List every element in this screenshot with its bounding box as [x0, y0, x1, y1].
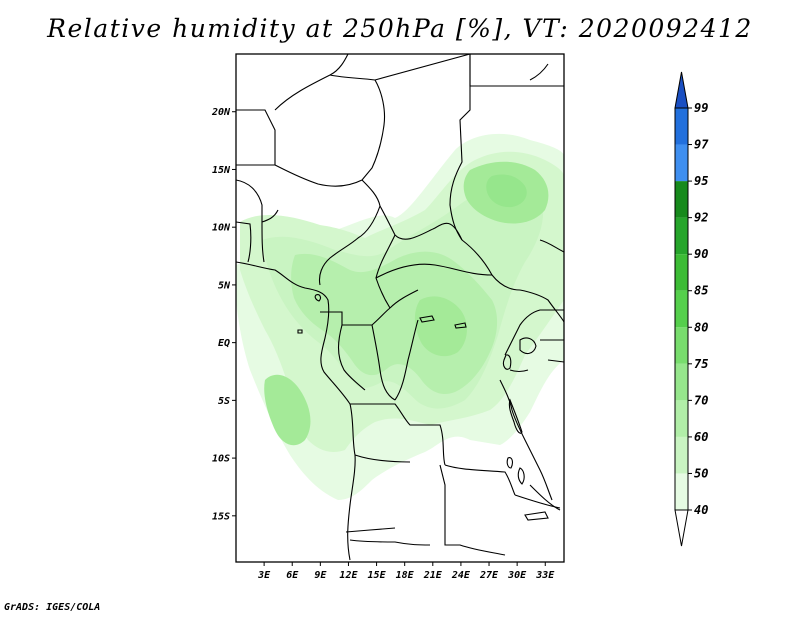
lon-tick-label: 15E — [368, 570, 387, 581]
lat-tick-label: 15N — [212, 165, 231, 176]
colorbar: 40 50 60 70 75 80 85 90 92 95 97 99 — [674, 71, 709, 547]
lat-tick-label: 20N — [211, 107, 231, 118]
border-line — [469, 54, 564, 87]
humidity-area-80 — [486, 174, 527, 208]
lake — [502, 354, 512, 370]
lon-tick-label: 12E — [339, 570, 358, 581]
lon-tick-label: 6E — [286, 570, 299, 581]
colorbar-box — [675, 108, 688, 145]
colorbar-label: 70 — [694, 393, 708, 407]
border-line — [337, 324, 366, 391]
humidity-area-70 — [291, 251, 498, 395]
border-line — [371, 324, 396, 401]
map-title: Relative humidity at 250hPa [%], VT: 202… — [47, 14, 753, 43]
colorbar-label: 50 — [694, 466, 708, 480]
colorbar-box — [675, 144, 688, 182]
lat-tick-label: EQ — [218, 338, 230, 349]
border-line — [374, 54, 471, 81]
border-line — [318, 179, 381, 286]
border-line — [274, 164, 363, 187]
humidity-shading — [236, 133, 564, 500]
coastline — [529, 63, 549, 81]
lake — [419, 315, 435, 323]
lon-tick-label: 18E — [396, 570, 415, 581]
border-line — [394, 319, 419, 401]
colorbar-box — [675, 327, 688, 364]
lake — [519, 337, 537, 355]
colorbar-label: 90 — [694, 247, 708, 261]
colorbar-label: 99 — [694, 101, 708, 115]
map-frame — [235, 53, 565, 563]
lon-tick-label: 24E — [451, 570, 471, 581]
colorbar-box — [675, 181, 688, 218]
coastline — [236, 261, 356, 561]
border-line — [444, 464, 516, 496]
border-line — [547, 359, 564, 363]
lat-tick-label: 10N — [212, 223, 231, 234]
colorbar-box — [675, 436, 688, 474]
colorbar-label: 85 — [694, 284, 708, 298]
colorbar-label: 80 — [694, 320, 708, 334]
border-line — [389, 289, 419, 309]
lon-tick-label: 33E — [535, 570, 555, 581]
border-line — [349, 403, 446, 466]
colorbar-box — [675, 363, 688, 401]
colorbar-label: 97 — [694, 138, 709, 152]
coastline — [539, 239, 564, 253]
border-line — [379, 205, 463, 241]
lon-tick-label: 30E — [507, 570, 527, 581]
colorbar-box — [675, 473, 688, 510]
colorbar-box — [675, 254, 688, 291]
colorbar-label: 60 — [694, 430, 708, 444]
lat-tick-label: 5N — [218, 280, 231, 291]
lake — [508, 398, 523, 434]
border-line — [236, 221, 252, 263]
colorbar-box — [675, 290, 688, 328]
colorbar-label: 92 — [694, 211, 708, 225]
border-line — [329, 74, 386, 181]
lon-tick-label: 21E — [423, 570, 443, 581]
border-line — [439, 464, 506, 556]
lat-tick-label: 5S — [218, 396, 230, 407]
border-line — [529, 484, 561, 511]
borders — [236, 54, 564, 561]
border-line — [236, 179, 265, 263]
colorbar-label: 95 — [694, 174, 708, 188]
credit-label: GrADS: IGES/COLA — [4, 602, 101, 613]
axes: 20N 15N 10N 5N EQ 5S 10S 15S 3E 6E 9E 12E 15E 18E 21E 2… — [211, 107, 555, 581]
lon-tick-label: 27E — [479, 570, 499, 581]
colorbar-box — [675, 400, 688, 437]
humidity-area-75 — [414, 296, 467, 357]
humidity-area-75 — [264, 374, 311, 446]
colorbar-label: 75 — [694, 357, 708, 371]
lake — [297, 329, 303, 334]
border-line — [514, 494, 561, 509]
lake — [524, 511, 549, 521]
border-line — [236, 109, 276, 166]
lake — [517, 467, 525, 485]
colorbar-top-arrow — [674, 71, 689, 109]
lat-tick-label: 10S — [212, 454, 230, 465]
lon-tick-label: 3E — [257, 570, 271, 581]
border-line — [261, 209, 279, 223]
lake — [506, 457, 513, 469]
border-line — [349, 539, 431, 546]
border-line — [345, 527, 396, 533]
border-line — [354, 454, 411, 463]
border-line — [519, 289, 564, 323]
colorbar-box — [675, 217, 688, 255]
border-line — [509, 369, 529, 373]
colorbar-label: 40 — [694, 503, 708, 517]
border-line — [375, 263, 493, 279]
lake — [454, 322, 467, 329]
border-line — [504, 309, 564, 356]
colorbar-outline — [674, 107, 689, 511]
lake — [314, 294, 321, 302]
lon-tick-label: 9E — [314, 570, 327, 581]
colorbar-bottom-arrow — [674, 509, 689, 547]
border-line — [320, 307, 391, 326]
border-line — [274, 54, 349, 111]
lat-tick-label: 15S — [212, 511, 230, 522]
